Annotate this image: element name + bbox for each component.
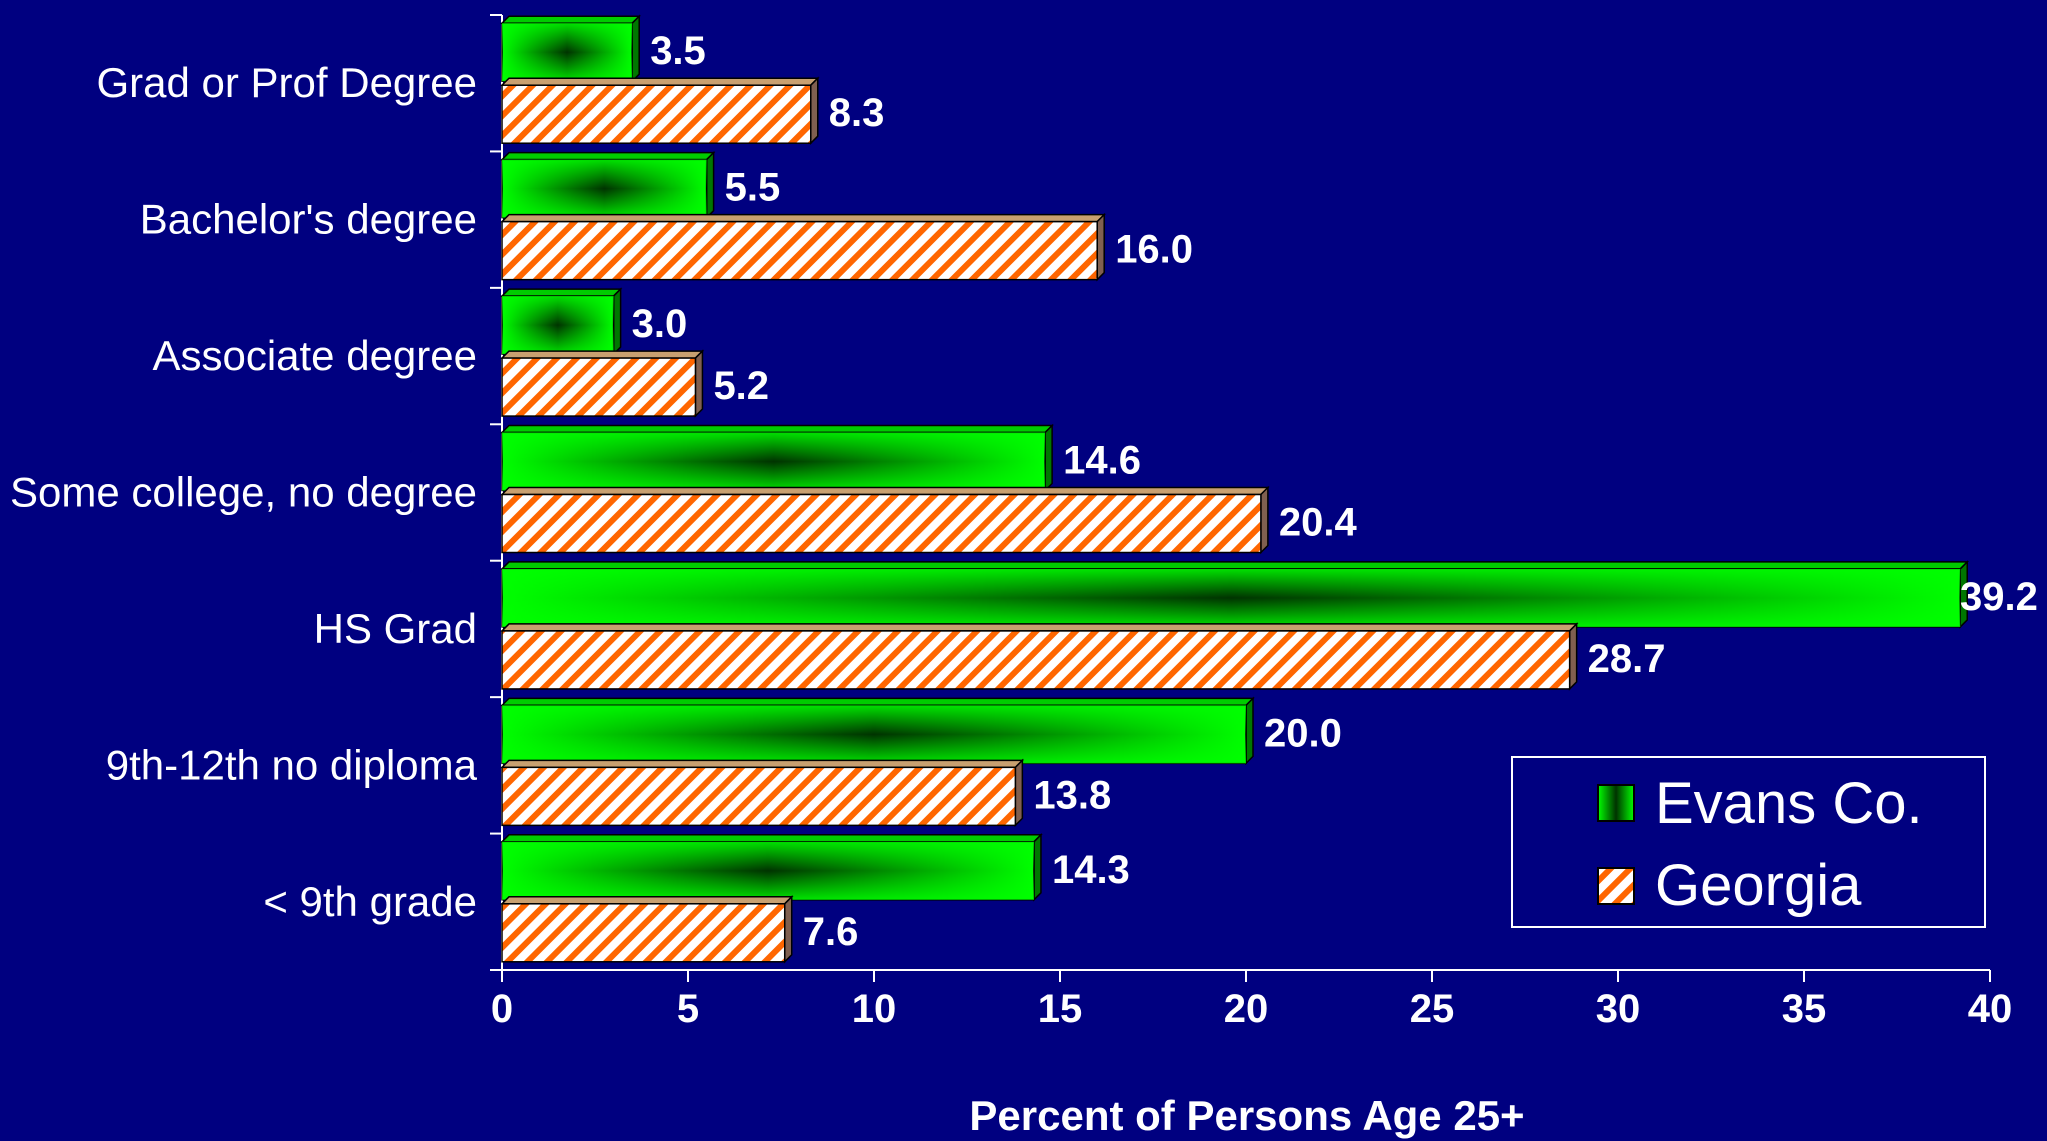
bar-front-face xyxy=(501,220,1098,281)
data-label: 13.8 xyxy=(1033,773,1111,817)
x-tick-label: 40 xyxy=(1968,987,2013,1031)
bar-georgia xyxy=(500,894,794,964)
bar-front-face xyxy=(501,766,1017,827)
data-label: 5.5 xyxy=(725,166,781,210)
bar-georgia xyxy=(500,485,1270,555)
bar-front-face xyxy=(501,493,1262,554)
data-label: 20.0 xyxy=(1264,711,1342,755)
legend-label-evans: Evans Co. xyxy=(1655,771,1923,836)
bar-side-face xyxy=(810,76,819,146)
bar-side-face xyxy=(612,287,622,356)
bar-side-face xyxy=(1044,423,1053,493)
category-label: Bachelor's degree xyxy=(140,196,477,243)
bar-evans xyxy=(500,832,1043,902)
bar-side-face xyxy=(1245,696,1254,766)
bar-shading xyxy=(502,23,633,82)
labels: Grad or Prof Degree 3.5 8.3 Bachelor's degr… xyxy=(10,29,2038,954)
bar-georgia xyxy=(500,212,1107,282)
data-label: 7.6 xyxy=(803,910,859,954)
bar-georgia xyxy=(500,76,820,146)
bar-evans xyxy=(500,423,1054,493)
bar-top-face xyxy=(500,424,1054,434)
bar-side-face xyxy=(1096,212,1105,282)
data-label: 16.0 xyxy=(1115,228,1193,272)
bar-evans xyxy=(500,696,1255,766)
category-label: HS Grad xyxy=(314,605,477,652)
data-label: 14.3 xyxy=(1052,848,1130,892)
bar-shading xyxy=(502,841,1034,900)
bars xyxy=(500,14,1970,964)
category-label: 9th-12th no diploma xyxy=(106,741,478,788)
bar-side-face xyxy=(631,14,640,84)
bar-side-face xyxy=(1033,832,1042,902)
x-axis-title: Percent of Persons Age 25+ xyxy=(969,1092,1524,1139)
axes: 0 5 10 15 20 25 30 35 40 xyxy=(490,14,2013,1031)
category-label: Some college, no degree xyxy=(10,469,477,516)
bar-side-face xyxy=(1568,622,1578,691)
bar-top-face xyxy=(500,213,1107,223)
bar-shading xyxy=(502,568,1961,627)
bar-shading xyxy=(502,296,614,355)
category-label: Grad or Prof Degree xyxy=(96,59,477,106)
bar-georgia xyxy=(500,349,705,418)
x-tick-label: 30 xyxy=(1596,987,1641,1031)
bar-top-face xyxy=(500,834,1043,843)
x-tick-label: 35 xyxy=(1782,987,1827,1031)
bar-evans xyxy=(500,14,642,84)
bar-top-face xyxy=(500,77,820,86)
data-label: 3.5 xyxy=(650,29,706,73)
bar-shading xyxy=(502,432,1046,491)
x-tick-label: 20 xyxy=(1224,987,1269,1031)
legend: Evans Co. Georgia xyxy=(1511,756,1986,928)
bar-evans xyxy=(500,560,1970,629)
bar-evans xyxy=(500,287,623,356)
bar-side-face xyxy=(1260,485,1269,555)
bar-top-face xyxy=(500,759,1025,769)
bar-top-face xyxy=(500,896,794,905)
category-label: Associate degree xyxy=(152,332,477,379)
bar-top-face xyxy=(500,288,623,297)
bar-georgia xyxy=(500,758,1025,828)
x-tick-label: 10 xyxy=(852,987,897,1031)
legend-swatch-evans xyxy=(1597,784,1635,822)
bar-top-face xyxy=(500,350,705,359)
data-label: 3.0 xyxy=(632,302,688,346)
bar-shading xyxy=(502,159,707,218)
x-tick-label: 25 xyxy=(1410,987,1455,1031)
bar-front-face xyxy=(501,903,786,963)
bar-top-face xyxy=(500,486,1270,496)
bar-side-face xyxy=(783,894,793,964)
bar-top-face xyxy=(500,623,1579,632)
legend-box xyxy=(1511,756,1986,928)
legend-swatch-georgia xyxy=(1597,867,1635,905)
data-label: 28.7 xyxy=(1588,637,1666,681)
bar-side-face xyxy=(705,150,715,220)
data-label: 5.2 xyxy=(713,364,769,408)
bar-front-face xyxy=(501,84,812,144)
x-tick-label: 0 xyxy=(491,987,513,1031)
data-label: 14.6 xyxy=(1063,439,1141,483)
category-label: < 9th grade xyxy=(263,878,477,925)
data-label: 20.4 xyxy=(1279,501,1358,545)
bar-top-face xyxy=(500,697,1255,707)
bar-side-face xyxy=(1014,758,1024,828)
legend-label-georgia: Georgia xyxy=(1655,853,1862,918)
bar-georgia xyxy=(500,622,1579,691)
bar-top-face xyxy=(500,561,1970,570)
bar-front-face xyxy=(501,357,697,417)
bar-top-face xyxy=(500,151,716,161)
bar-top-face xyxy=(500,15,642,24)
data-label: 8.3 xyxy=(829,91,885,135)
bar-side-face xyxy=(694,349,704,418)
bar-shading xyxy=(502,705,1246,764)
bar-evans xyxy=(500,150,716,220)
x-tick-label: 15 xyxy=(1038,987,1083,1031)
data-label: 39.2 xyxy=(1960,575,2038,619)
bar-front-face xyxy=(501,630,1571,690)
x-tick-label: 5 xyxy=(677,987,699,1031)
